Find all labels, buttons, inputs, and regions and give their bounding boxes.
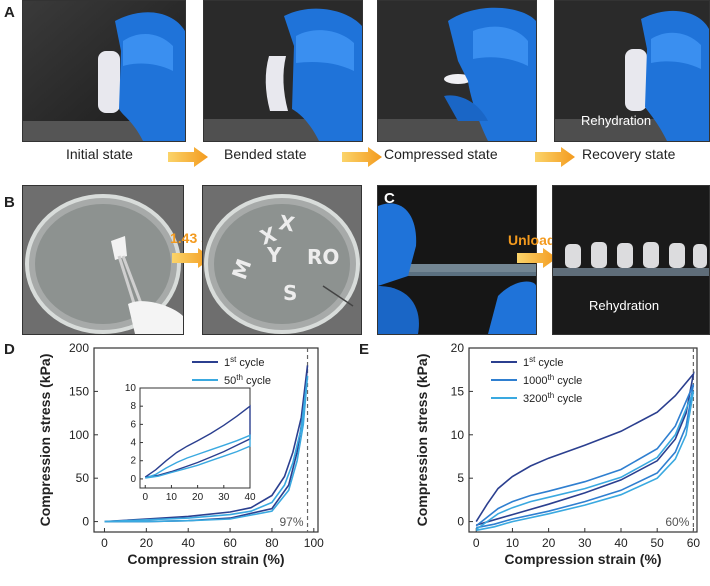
x-tick-label: 0 [473,536,480,550]
x-tick-label: 20 [542,536,556,550]
inset-y-tick-label: 6 [130,419,136,430]
x-tick-label: 40 [182,536,196,550]
y-axis-label: Compression stress (kPa) [414,354,430,527]
legend-label-1: 1st cycle [224,355,264,369]
svg-text:X: X [277,210,297,236]
arrow-right-icon [168,147,208,167]
inset-y-tick-label: 2 [130,456,136,467]
series-line-2 [475,384,695,529]
inset-frame [139,387,251,489]
hand-compressing-sample-image [378,1,536,141]
x-tick-label: 80 [265,536,279,550]
y-axis-label: Compression stress (kPa) [37,354,53,527]
legend-label-3: 3200th cycle [523,391,582,405]
arrow-right-icon [535,147,575,167]
time-label: 1.43 s [170,230,209,246]
x-tick-label: 50 [651,536,665,550]
hands-pressing-slides-image [378,186,536,334]
inset-y-tick-label: 0 [130,474,136,485]
y-tick-label: 10 [451,428,465,442]
x-tick-label: 20 [140,536,154,550]
caption-bended-state: Bended state [224,146,307,162]
x-tick-label: 100 [304,536,324,550]
x-tick-label: 30 [578,536,592,550]
y-tick-label: 100 [69,428,89,442]
arrow-right-icon [517,248,557,268]
panel-letter: E [359,341,369,358]
rehydration-overlay-c: Rehydration [589,298,660,313]
x-tick-label: 40 [614,536,628,550]
inset-x-tick-label: 40 [244,492,256,503]
petri-dish-with-tweezers-image [23,186,183,334]
y-tick-label: 20 [451,341,465,355]
unload-label: Unload [508,232,556,248]
x-tick-label: 0 [101,536,108,550]
hand-holding-sample-image [23,1,185,141]
caption-initial-state: Initial state [66,146,133,162]
legend-label-2: 50th cycle [224,373,271,387]
photo-bended-state [203,0,363,142]
caption-recovery-state: Recovery state [582,146,676,162]
inset-y-tick-label: 10 [125,383,137,394]
x-tick-label: 60 [223,536,237,550]
inset-series-line-1 [144,404,251,478]
photo-glass-slides-loaded: C [377,185,537,335]
panel-c-label: C [384,190,395,207]
recovered-cylinders-image [553,186,709,334]
panel-b-label: B [4,194,15,211]
series-line-3 [475,391,695,532]
panel-letter: D [4,341,15,358]
y-tick-label: 0 [82,515,89,529]
y-tick-label: 0 [457,515,464,529]
inset-x-tick-label: 20 [192,492,204,503]
legend-label-1: 1st cycle [523,355,563,369]
plot-frame [93,347,319,533]
inset-y-tick-label: 8 [130,401,136,412]
inset-series-line-2 [144,434,251,479]
hand-bending-sample-image [204,1,362,141]
y-tick-label: 15 [451,384,465,398]
inset-y-tick-label: 4 [130,438,136,449]
photo-recovery-state: Rehydration [554,0,710,142]
svg-text:RO: RO [307,245,339,269]
photo-petri-dish-water [22,185,184,335]
x-tick-label: 10 [506,536,520,550]
petri-dish-with-letter-shapes-image: M X X Y RO S [203,186,361,334]
photo-recovered-cylinders: Rehydration [552,185,710,335]
inset-x-tick-label: 30 [218,492,230,503]
svg-text:S: S [283,281,297,305]
arrow-right-icon [342,147,382,167]
series-line-2 [104,375,309,523]
y-tick-label: 50 [76,471,90,485]
series-line-1 [475,371,695,526]
caption-compressed-state: Compressed state [384,146,498,162]
legend-label-2: 1000th cycle [523,373,582,387]
inset-x-tick-label: 10 [166,492,178,503]
rehydration-overlay-a: Rehydration [581,113,652,128]
strain-limit-label: 97% [280,515,304,529]
panel-a-label: A [4,4,15,21]
photo-petri-dish-letters: M X X Y RO S [202,185,362,335]
photo-initial-state [22,0,186,142]
photo-compressed-state [377,0,537,142]
x-axis-label: Compression strain (%) [127,551,284,567]
inset-x-tick-label: 0 [142,492,148,503]
y-tick-label: 150 [69,384,89,398]
y-tick-label: 5 [457,471,464,485]
hand-holding-recovered-sample-image [555,1,709,141]
plot-frame [468,347,698,533]
svg-text:Y: Y [266,243,282,267]
strain-limit-label: 60% [665,515,689,529]
x-axis-label: Compression strain (%) [504,551,661,567]
x-tick-label: 60 [687,536,701,550]
y-tick-label: 200 [69,341,89,355]
